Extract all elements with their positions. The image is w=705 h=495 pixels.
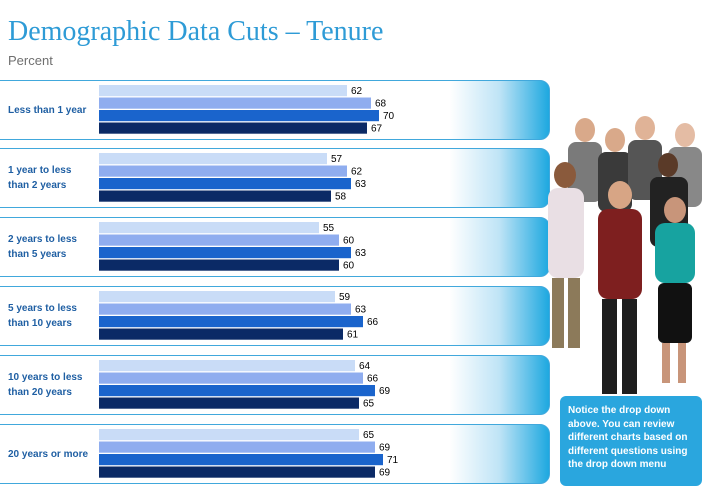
bar-value-label: 60 xyxy=(343,261,355,272)
category-label-line: than 5 years xyxy=(8,249,67,260)
category-label-line: 1 year to less xyxy=(8,165,72,176)
bar xyxy=(99,97,371,109)
bar-value-label: 68 xyxy=(375,99,387,110)
chart-subtitle: Percent xyxy=(8,53,53,68)
bar xyxy=(99,397,359,409)
category-label: 10 years to less than 20 years xyxy=(8,370,83,400)
category-label-line: 2 years to less xyxy=(8,234,77,245)
bar-value-label: 55 xyxy=(323,223,335,234)
bar xyxy=(99,234,339,246)
bar-value-label: 69 xyxy=(379,468,391,479)
bar-value-label: 62 xyxy=(351,86,363,97)
bar xyxy=(99,360,355,372)
category-label-line: than 10 years xyxy=(8,318,72,329)
bar xyxy=(99,153,327,165)
bar xyxy=(99,291,335,303)
bar-value-label: 64 xyxy=(359,361,371,372)
category-label-line: 20 years or more xyxy=(8,448,89,460)
people-photo xyxy=(548,116,702,394)
bar xyxy=(99,190,331,202)
bar-value-label: 66 xyxy=(367,317,379,328)
bar-value-label: 61 xyxy=(347,330,359,341)
category-label: 1 year to less than 2 years xyxy=(8,163,71,193)
info-note: Notice the drop down above. You can revi… xyxy=(560,396,702,486)
bar xyxy=(99,316,363,328)
bar-value-label: 71 xyxy=(387,455,399,466)
bar-value-label: 60 xyxy=(343,236,355,247)
bar-value-label: 59 xyxy=(339,292,351,303)
bar-value-label: 69 xyxy=(379,443,391,454)
bar xyxy=(99,466,375,478)
category-label: 5 years to less than 10 years xyxy=(8,301,77,331)
bar xyxy=(99,259,339,271)
category-label-line: Less than 1 year xyxy=(8,104,87,116)
bar-value-label: 65 xyxy=(363,430,375,441)
bar-value-label: 70 xyxy=(383,111,395,122)
page-title: Demographic Data Cuts – Tenure xyxy=(8,16,384,47)
bar xyxy=(99,122,367,134)
category-label: 20 years or more xyxy=(8,447,88,462)
bar xyxy=(99,385,375,397)
bar xyxy=(99,247,351,259)
bar xyxy=(99,429,359,441)
bar xyxy=(99,222,319,234)
category-label: 2 years to less than 5 years xyxy=(8,232,77,262)
bar xyxy=(99,110,379,122)
bar-value-label: 63 xyxy=(355,179,367,190)
bar-value-label: 69 xyxy=(379,386,391,397)
bar xyxy=(99,328,343,340)
bar-value-label: 58 xyxy=(335,192,347,203)
bar xyxy=(99,178,351,190)
category-label-line: 5 years to less xyxy=(8,303,77,314)
category-label: Less than 1 year xyxy=(8,103,86,118)
bar-value-label: 65 xyxy=(363,399,375,410)
bar-value-label: 57 xyxy=(331,154,343,165)
bar-value-label: 62 xyxy=(351,167,363,178)
category-label-line: than 20 years xyxy=(8,387,72,398)
bar-value-label: 63 xyxy=(355,248,367,259)
bar-value-label: 66 xyxy=(367,374,379,385)
bar xyxy=(99,165,347,177)
category-label-line: 10 years to less xyxy=(8,372,83,383)
bar xyxy=(99,85,347,97)
bar xyxy=(99,303,351,315)
bar-value-label: 63 xyxy=(355,305,367,316)
category-label-line: than 2 years xyxy=(8,180,67,191)
bar xyxy=(99,441,375,453)
bar-value-label: 67 xyxy=(371,124,383,135)
bar xyxy=(99,454,383,466)
bar xyxy=(99,372,363,384)
